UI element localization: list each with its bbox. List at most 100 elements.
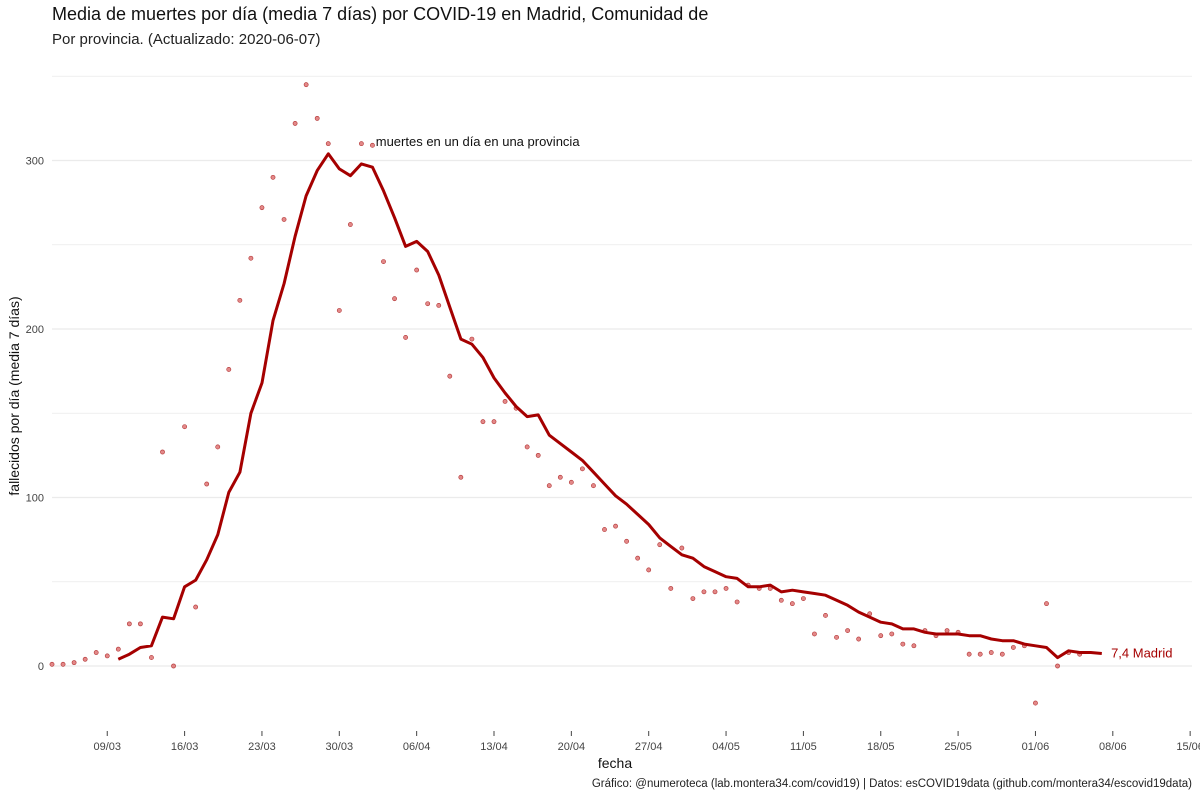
scatter-point xyxy=(712,589,718,595)
scatter-point xyxy=(336,308,342,313)
scatter-point xyxy=(458,474,464,480)
scatter-point xyxy=(524,444,530,450)
scatter-point xyxy=(314,115,320,121)
scatter-point xyxy=(535,452,541,458)
x-tick-label: 18/05 xyxy=(867,741,895,753)
y-tick-label: 100 xyxy=(26,493,44,505)
scatter-point xyxy=(215,444,221,450)
x-tick-label: 06/04 xyxy=(403,741,431,753)
x-tick-label: 27/04 xyxy=(635,741,663,753)
scatter-point xyxy=(624,538,629,544)
x-tick-label: 25/05 xyxy=(944,741,972,753)
scatter-point xyxy=(734,599,740,605)
scatter-point xyxy=(270,174,276,180)
scatter-point xyxy=(160,449,165,455)
scatter-point xyxy=(182,424,187,430)
scatter-point xyxy=(115,646,121,652)
scatter-point xyxy=(491,419,497,425)
y-axis-ticks: 0 100 200 300 xyxy=(26,156,44,674)
scatter-point xyxy=(889,631,895,637)
x-tick-label: 09/03 xyxy=(93,741,121,753)
scatter-point xyxy=(248,255,254,261)
scatter-point xyxy=(281,217,287,222)
scatter-point xyxy=(944,628,950,634)
scatter-point xyxy=(602,527,607,532)
scatter-point xyxy=(436,303,442,308)
scatter-point xyxy=(447,373,453,379)
scatter-point xyxy=(126,621,132,627)
scatter-point xyxy=(425,301,431,307)
scatter-point xyxy=(557,474,563,480)
scatter-points xyxy=(49,82,1083,706)
chart-title: Media de muertes por día (media 7 días) … xyxy=(52,4,709,24)
scatter-point xyxy=(358,141,364,147)
scatter-point xyxy=(60,661,66,667)
scatter-point xyxy=(292,121,298,126)
scatter-point xyxy=(1055,663,1060,669)
scatter-point xyxy=(259,205,265,211)
scatter-point xyxy=(568,479,574,485)
scatter-point xyxy=(403,335,408,340)
scatter-point xyxy=(679,545,685,551)
scatter-point xyxy=(723,586,729,591)
scatter-point xyxy=(303,82,309,88)
scatter-point xyxy=(911,643,917,649)
scatter-point xyxy=(613,523,618,529)
scatter-point xyxy=(381,259,386,264)
x-tick-label: 16/03 xyxy=(171,741,199,753)
scatter-point xyxy=(988,650,994,655)
scatter-point xyxy=(1010,645,1016,650)
scatter-point xyxy=(546,483,552,489)
series-line-media-7-dias xyxy=(117,152,1102,661)
y-tick-label: 300 xyxy=(26,156,44,168)
scatter-point xyxy=(392,296,397,302)
scatter-point xyxy=(999,651,1005,657)
grid-lines xyxy=(52,75,1192,667)
scatter-point xyxy=(701,589,707,595)
x-tick-label: 04/05 xyxy=(712,741,740,753)
x-tick-label: 20/04 xyxy=(558,741,586,753)
scatter-point xyxy=(823,613,828,618)
scatter-point xyxy=(49,661,55,667)
scatter-point xyxy=(347,222,353,227)
scatter-point xyxy=(469,336,475,342)
x-tick-label: 15/06 xyxy=(1176,741,1200,753)
scatter-point xyxy=(226,367,232,372)
scatter-point xyxy=(325,141,331,147)
scatter-point xyxy=(414,267,420,273)
scatter-point xyxy=(657,542,663,548)
scatter-point xyxy=(591,483,596,489)
scatter-point xyxy=(856,636,862,642)
x-tick-label: 11/05 xyxy=(790,741,817,753)
x-tick-label: 13/04 xyxy=(480,741,508,753)
x-tick-label: 23/03 xyxy=(248,741,276,753)
scatter-point xyxy=(193,604,199,610)
y-tick-label: 200 xyxy=(26,324,44,336)
scatter-point xyxy=(502,399,508,404)
chart-subtitle: Por provincia. (Actualizado: 2020-06-07) xyxy=(52,31,321,48)
scatter-point xyxy=(580,466,585,472)
scatter-point xyxy=(812,631,817,637)
scatter-point xyxy=(204,481,210,487)
x-tick-label: 08/06 xyxy=(1099,741,1127,753)
scatter-point xyxy=(845,628,850,634)
scatter-point xyxy=(71,660,77,666)
scatter-point xyxy=(171,663,176,669)
end-label-madrid: 7,4 Madrid xyxy=(1111,646,1172,661)
scatter-point xyxy=(646,567,652,573)
scatter-point xyxy=(801,596,806,601)
x-tick-label: 01/06 xyxy=(1022,741,1050,753)
y-tick-label: 0 xyxy=(38,661,44,673)
y-axis-label: fallecidos por día (media 7 días) xyxy=(6,296,22,495)
scatter-point xyxy=(834,634,839,640)
scatter-point xyxy=(237,297,243,303)
scatter-point xyxy=(82,656,88,662)
scatter-point xyxy=(104,653,110,659)
scatter-point xyxy=(149,655,154,660)
scatter-point xyxy=(137,621,143,627)
x-tick-label: 30/03 xyxy=(326,741,354,753)
scatter-point xyxy=(668,586,674,591)
x-axis-ticks: 09/03 16/03 23/03 30/03 06/04 13/04 20/04 27/04… xyxy=(93,731,1200,753)
scatter-point xyxy=(480,419,486,425)
